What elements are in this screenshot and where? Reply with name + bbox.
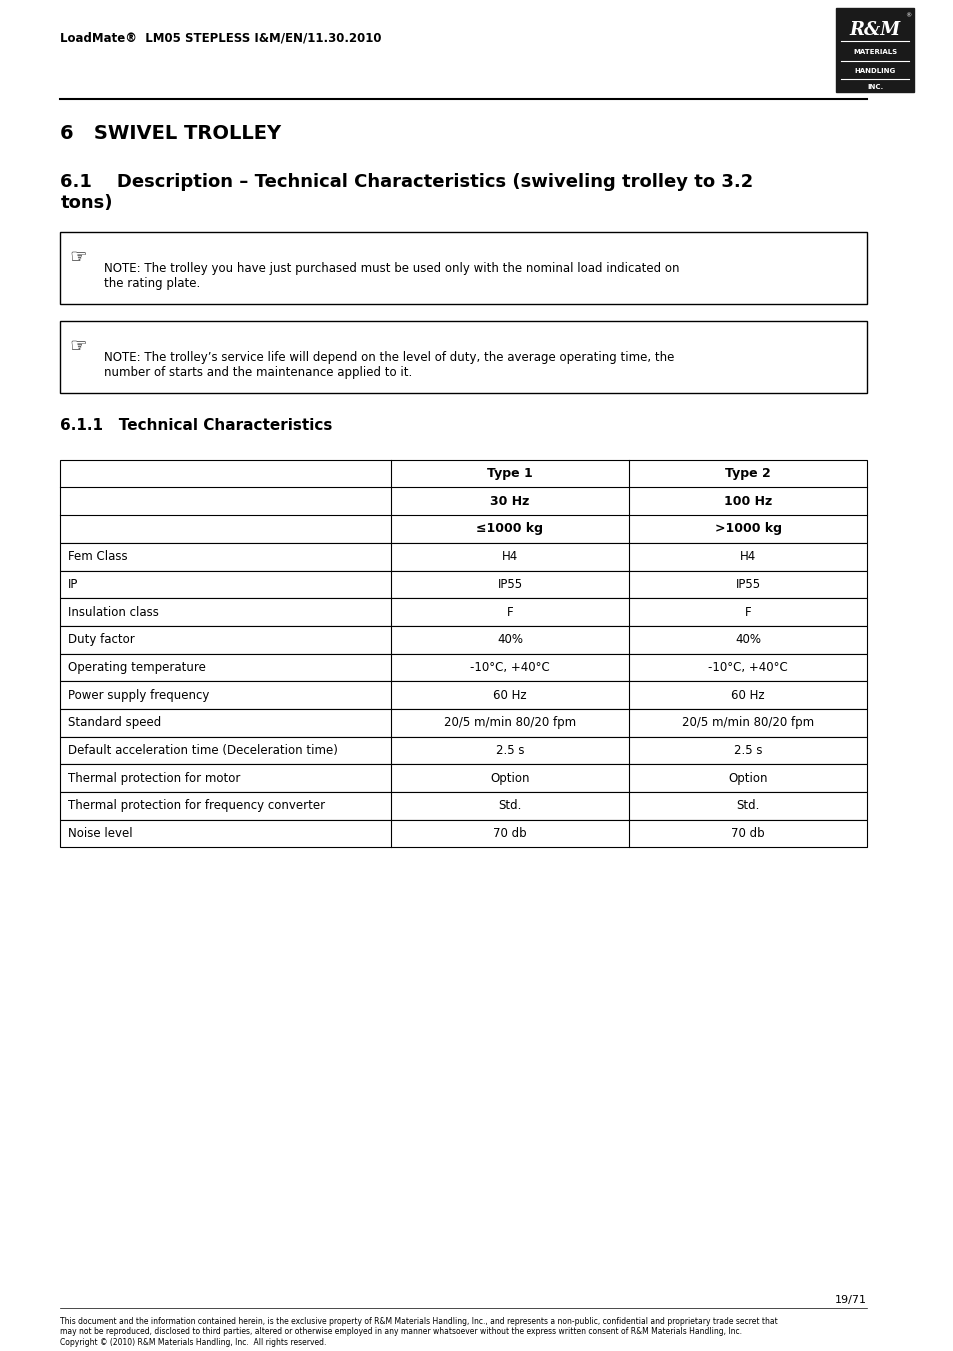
Text: Std.: Std.	[497, 800, 521, 812]
Text: ☞: ☞	[69, 247, 87, 266]
FancyBboxPatch shape	[835, 8, 913, 92]
Text: R&M: R&M	[848, 20, 900, 39]
Text: 6.1.1   Technical Characteristics: 6.1.1 Technical Characteristics	[60, 417, 333, 432]
Text: 20/5 m/min 80/20 fpm: 20/5 m/min 80/20 fpm	[443, 716, 576, 730]
FancyBboxPatch shape	[60, 626, 866, 654]
FancyBboxPatch shape	[60, 820, 866, 847]
Text: NOTE: The trolley you have just purchased must be used only with the nominal loa: NOTE: The trolley you have just purchase…	[104, 262, 679, 290]
Text: Operating temperature: Operating temperature	[68, 661, 206, 674]
Text: Noise level: Noise level	[68, 827, 132, 840]
FancyBboxPatch shape	[60, 654, 866, 681]
FancyBboxPatch shape	[60, 792, 866, 820]
Text: Standard speed: Standard speed	[68, 716, 161, 730]
Text: >1000 kg: >1000 kg	[714, 523, 781, 535]
Text: Fem Class: Fem Class	[68, 550, 128, 563]
Text: 40%: 40%	[735, 634, 760, 646]
Text: IP55: IP55	[497, 578, 522, 590]
Text: Type 1: Type 1	[487, 467, 533, 480]
FancyBboxPatch shape	[60, 459, 866, 543]
FancyBboxPatch shape	[60, 598, 866, 626]
Text: MATERIALS: MATERIALS	[852, 50, 896, 55]
FancyBboxPatch shape	[60, 736, 866, 765]
Text: 70 db: 70 db	[731, 827, 764, 840]
Text: 2.5 s: 2.5 s	[496, 744, 523, 757]
Text: ☞: ☞	[69, 336, 87, 355]
Text: 100 Hz: 100 Hz	[723, 494, 772, 508]
Text: 6   SWIVEL TROLLEY: 6 SWIVEL TROLLEY	[60, 124, 281, 143]
Text: H4: H4	[501, 550, 517, 563]
Text: HANDLING: HANDLING	[854, 68, 895, 74]
Text: 19/71: 19/71	[835, 1296, 866, 1305]
Text: Std.: Std.	[736, 800, 759, 812]
Text: Duty factor: Duty factor	[68, 634, 134, 646]
Text: 6.1    Description – Technical Characteristics (swiveling trolley to 3.2
tons): 6.1 Description – Technical Characterist…	[60, 173, 753, 212]
Text: 30 Hz: 30 Hz	[490, 494, 529, 508]
Text: LoadMate®  LM05 STEPLESS I&M/EN/11.30.2010: LoadMate® LM05 STEPLESS I&M/EN/11.30.201…	[60, 31, 381, 45]
Text: -10°C, +40°C: -10°C, +40°C	[470, 661, 549, 674]
FancyBboxPatch shape	[60, 322, 866, 393]
Text: Thermal protection for frequency converter: Thermal protection for frequency convert…	[68, 800, 325, 812]
Text: Insulation class: Insulation class	[68, 605, 159, 619]
Text: F: F	[506, 605, 513, 619]
FancyBboxPatch shape	[60, 232, 866, 304]
Text: 60 Hz: 60 Hz	[493, 689, 526, 701]
Text: ≤1000 kg: ≤1000 kg	[476, 523, 543, 535]
FancyBboxPatch shape	[60, 765, 866, 792]
Text: IP55: IP55	[735, 578, 760, 590]
Text: 20/5 m/min 80/20 fpm: 20/5 m/min 80/20 fpm	[681, 716, 813, 730]
Text: Power supply frequency: Power supply frequency	[68, 689, 210, 701]
Text: This document and the information contained herein, is the exclusive property of: This document and the information contai…	[60, 1317, 778, 1347]
Text: H4: H4	[740, 550, 756, 563]
Text: F: F	[744, 605, 751, 619]
Text: INC.: INC.	[866, 84, 882, 91]
Text: ®: ®	[903, 14, 910, 19]
Text: Option: Option	[490, 771, 529, 785]
FancyBboxPatch shape	[60, 709, 866, 736]
Text: 2.5 s: 2.5 s	[733, 744, 761, 757]
Text: Thermal protection for motor: Thermal protection for motor	[68, 771, 240, 785]
Text: Default acceleration time (Deceleration time): Default acceleration time (Deceleration …	[68, 744, 337, 757]
Text: Option: Option	[728, 771, 767, 785]
Text: -10°C, +40°C: -10°C, +40°C	[707, 661, 787, 674]
Text: IP: IP	[68, 578, 78, 590]
Text: 70 db: 70 db	[493, 827, 526, 840]
FancyBboxPatch shape	[60, 570, 866, 598]
Text: 40%: 40%	[497, 634, 522, 646]
FancyBboxPatch shape	[60, 681, 866, 709]
FancyBboxPatch shape	[60, 543, 866, 570]
Text: NOTE: The trolley’s service life will depend on the level of duty, the average o: NOTE: The trolley’s service life will de…	[104, 351, 674, 380]
Text: 60 Hz: 60 Hz	[731, 689, 764, 701]
Text: Type 2: Type 2	[724, 467, 770, 480]
